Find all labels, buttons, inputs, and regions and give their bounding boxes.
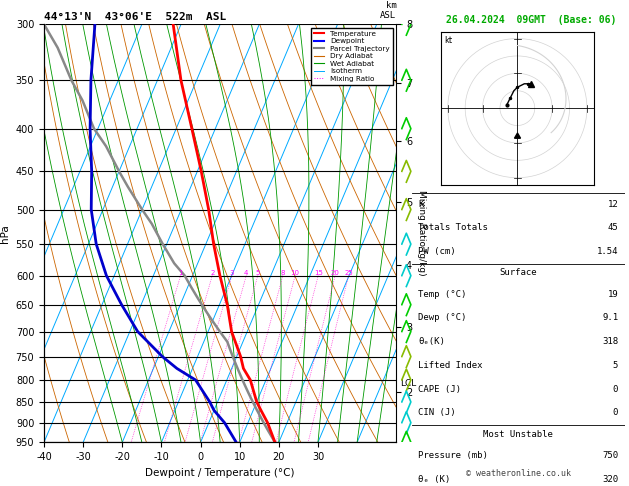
- Text: Surface: Surface: [499, 268, 537, 278]
- Text: 4: 4: [244, 270, 248, 276]
- X-axis label: Dewpoint / Temperature (°C): Dewpoint / Temperature (°C): [145, 468, 295, 478]
- Y-axis label: hPa: hPa: [0, 224, 10, 243]
- Text: 19: 19: [608, 290, 618, 299]
- Text: 3: 3: [230, 270, 234, 276]
- Text: θₑ (K): θₑ (K): [418, 475, 450, 484]
- Text: 0: 0: [613, 384, 618, 394]
- Text: 750: 750: [602, 451, 618, 460]
- Text: Most Unstable: Most Unstable: [483, 430, 554, 439]
- Text: 0: 0: [613, 408, 618, 417]
- Text: 1: 1: [178, 270, 183, 276]
- Text: 9.1: 9.1: [602, 313, 618, 323]
- Text: 320: 320: [602, 475, 618, 484]
- Text: 5: 5: [255, 270, 260, 276]
- Text: 26.04.2024  09GMT  (Base: 06): 26.04.2024 09GMT (Base: 06): [447, 15, 616, 25]
- Text: Temp (°C): Temp (°C): [418, 290, 467, 299]
- Text: km
ASL: km ASL: [380, 0, 396, 20]
- Text: 20: 20: [331, 270, 340, 276]
- Text: © weatheronline.co.uk: © weatheronline.co.uk: [466, 469, 571, 478]
- Text: kt: kt: [444, 36, 452, 45]
- Text: LCL: LCL: [400, 379, 416, 388]
- Legend: Temperature, Dewpoint, Parcel Trajectory, Dry Adiabat, Wet Adiabat, Isotherm, Mi: Temperature, Dewpoint, Parcel Trajectory…: [311, 28, 392, 85]
- Text: CAPE (J): CAPE (J): [418, 384, 462, 394]
- Text: 1.54: 1.54: [597, 247, 618, 256]
- Text: 45: 45: [608, 224, 618, 232]
- Text: 8: 8: [281, 270, 285, 276]
- Y-axis label: Mixing Ratio (g/kg): Mixing Ratio (g/kg): [417, 191, 426, 276]
- Text: Pressure (mb): Pressure (mb): [418, 451, 488, 460]
- Text: K: K: [418, 200, 424, 208]
- Text: Lifted Index: Lifted Index: [418, 361, 483, 370]
- Text: 10: 10: [291, 270, 299, 276]
- Text: 2: 2: [210, 270, 214, 276]
- Text: 12: 12: [608, 200, 618, 208]
- Text: Totals Totals: Totals Totals: [418, 224, 488, 232]
- Text: θₑ(K): θₑ(K): [418, 337, 445, 346]
- Text: PW (cm): PW (cm): [418, 247, 456, 256]
- Text: 318: 318: [602, 337, 618, 346]
- Text: 44°13'N  43°06'E  522m  ASL: 44°13'N 43°06'E 522m ASL: [44, 12, 226, 22]
- Text: 15: 15: [314, 270, 323, 276]
- Text: CIN (J): CIN (J): [418, 408, 456, 417]
- Text: Dewp (°C): Dewp (°C): [418, 313, 467, 323]
- Text: 5: 5: [613, 361, 618, 370]
- Text: 25: 25: [344, 270, 353, 276]
